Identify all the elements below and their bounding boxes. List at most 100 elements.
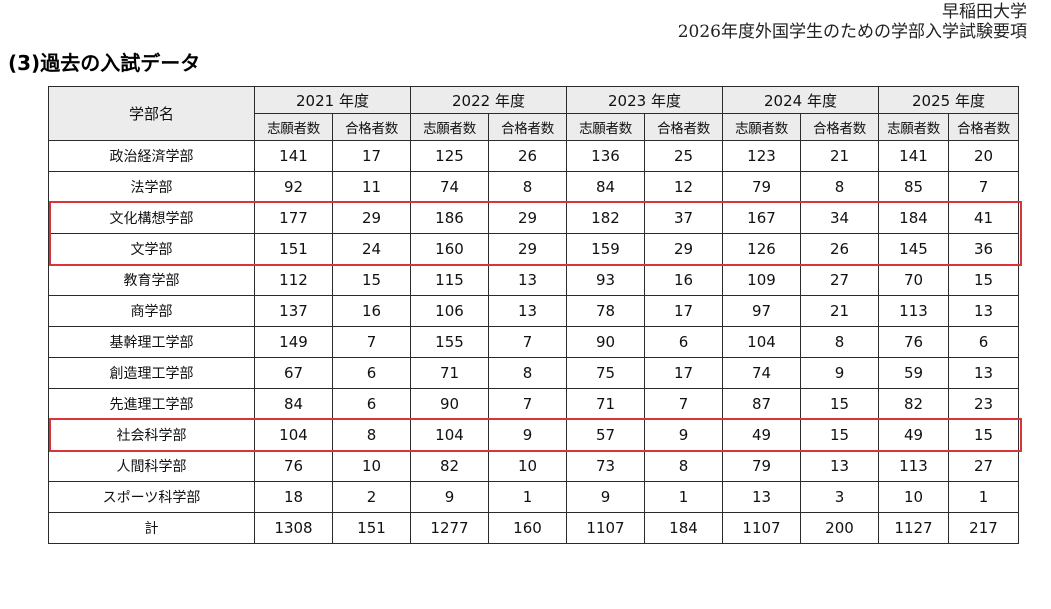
table-row: 創造理工学部 67 6 71 8 75 17 74 9 59 13	[48, 357, 1019, 389]
applicants-header: 志願者数	[410, 113, 489, 141]
table-row: 社会科学部 104 8 104 9 57 9 49 15 49 15	[48, 419, 1019, 451]
applicants-cell: 141	[254, 140, 333, 172]
admitted-cell: 7	[948, 171, 1019, 203]
applicants-cell: 182	[566, 202, 645, 234]
admitted-cell: 17	[644, 295, 723, 327]
admitted-cell: 7	[488, 326, 567, 358]
admitted-cell: 24	[332, 233, 411, 265]
header-document-title: 2026年度外国学生のための学部入学試験要項	[677, 22, 1027, 42]
applicants-cell: 159	[566, 233, 645, 265]
applicants-header: 志願者数	[566, 113, 645, 141]
applicants-cell: 82	[878, 388, 949, 420]
year-header: 2023 年度	[566, 86, 723, 114]
admitted-cell: 8	[800, 171, 879, 203]
applicants-cell: 13	[722, 481, 801, 513]
dept-name-cell: 文学部	[48, 233, 255, 265]
applicants-cell: 1277	[410, 512, 489, 544]
admitted-cell: 8	[488, 357, 567, 389]
applicants-cell: 115	[410, 264, 489, 296]
table-row: 文学部 151 24 160 29 159 29 126 26 145 36	[48, 233, 1019, 265]
dept-name-cell: 教育学部	[48, 264, 255, 296]
dept-column-header: 学部名	[48, 86, 255, 141]
applicants-cell: 145	[878, 233, 949, 265]
applicants-cell: 76	[254, 450, 333, 482]
admitted-cell: 13	[948, 295, 1019, 327]
applicants-cell: 1107	[722, 512, 801, 544]
admitted-header: 合格者数	[332, 113, 411, 141]
admitted-cell: 6	[948, 326, 1019, 358]
applicants-cell: 151	[254, 233, 333, 265]
admitted-cell: 23	[948, 388, 1019, 420]
applicants-cell: 104	[722, 326, 801, 358]
applicants-cell: 1127	[878, 512, 949, 544]
dept-name-cell: 商学部	[48, 295, 255, 327]
admitted-cell: 34	[800, 202, 879, 234]
applicants-cell: 84	[566, 171, 645, 203]
applicants-cell: 90	[566, 326, 645, 358]
applicants-cell: 82	[410, 450, 489, 482]
admitted-cell: 9	[800, 357, 879, 389]
admitted-cell: 13	[948, 357, 1019, 389]
applicants-cell: 149	[254, 326, 333, 358]
section-title: (3)過去の入試データ	[8, 51, 201, 75]
admitted-header: 合格者数	[948, 113, 1019, 141]
applicants-cell: 10	[878, 481, 949, 513]
year-header: 2024 年度	[722, 86, 879, 114]
header-university: 早稲田大学	[942, 2, 1027, 22]
applicants-cell: 109	[722, 264, 801, 296]
applicants-cell: 67	[254, 357, 333, 389]
applicants-cell: 9	[566, 481, 645, 513]
applicants-cell: 73	[566, 450, 645, 482]
admitted-cell: 20	[948, 140, 1019, 172]
dept-name-cell: 先進理工学部	[48, 388, 255, 420]
admitted-cell: 36	[948, 233, 1019, 265]
table-row: 政治経済学部 141 17 125 26 136 25 123 21 141 20	[48, 140, 1019, 172]
total-row: 計 1308 151 1277 160 1107 184 1107 200 1127 217	[48, 512, 1019, 544]
applicants-cell: 78	[566, 295, 645, 327]
admitted-cell: 9	[488, 419, 567, 451]
applicants-cell: 71	[566, 388, 645, 420]
admitted-cell: 8	[644, 450, 723, 482]
applicants-cell: 85	[878, 171, 949, 203]
applicants-cell: 18	[254, 481, 333, 513]
applicants-cell: 137	[254, 295, 333, 327]
applicants-cell: 1107	[566, 512, 645, 544]
applicants-cell: 141	[878, 140, 949, 172]
admitted-cell: 217	[948, 512, 1019, 544]
admitted-cell: 151	[332, 512, 411, 544]
applicants-cell: 113	[878, 450, 949, 482]
applicants-cell: 160	[410, 233, 489, 265]
dept-name-cell: 基幹理工学部	[48, 326, 255, 358]
admitted-cell: 12	[644, 171, 723, 203]
table-row: 文化構想学部 177 29 186 29 182 37 167 34 184 41	[48, 202, 1019, 234]
applicants-cell: 92	[254, 171, 333, 203]
admitted-cell: 7	[488, 388, 567, 420]
admitted-cell: 27	[948, 450, 1019, 482]
admitted-cell: 200	[800, 512, 879, 544]
admitted-cell: 16	[644, 264, 723, 296]
applicants-cell: 49	[722, 419, 801, 451]
admitted-cell: 8	[488, 171, 567, 203]
applicants-cell: 70	[878, 264, 949, 296]
dept-name-cell: 計	[48, 512, 255, 544]
admitted-cell: 1	[488, 481, 567, 513]
admitted-cell: 10	[488, 450, 567, 482]
sub-header-row: 志願者数 合格者数 志願者数 合格者数 志願者数 合格者数 志願者数 合格者数 …	[49, 113, 1019, 141]
applicants-cell: 79	[722, 171, 801, 203]
admitted-cell: 37	[644, 202, 723, 234]
applicants-cell: 97	[722, 295, 801, 327]
applicants-cell: 59	[878, 357, 949, 389]
admitted-cell: 29	[644, 233, 723, 265]
applicants-header: 志願者数	[254, 113, 333, 141]
applicants-cell: 123	[722, 140, 801, 172]
year-header: 2025 年度	[878, 86, 1019, 114]
applicants-header: 志願者数	[722, 113, 801, 141]
admitted-cell: 8	[332, 419, 411, 451]
admitted-cell: 21	[800, 140, 879, 172]
applicants-cell: 57	[566, 419, 645, 451]
admitted-cell: 21	[800, 295, 879, 327]
applicants-cell: 186	[410, 202, 489, 234]
applicants-cell: 84	[254, 388, 333, 420]
admitted-cell: 7	[332, 326, 411, 358]
applicants-cell: 106	[410, 295, 489, 327]
